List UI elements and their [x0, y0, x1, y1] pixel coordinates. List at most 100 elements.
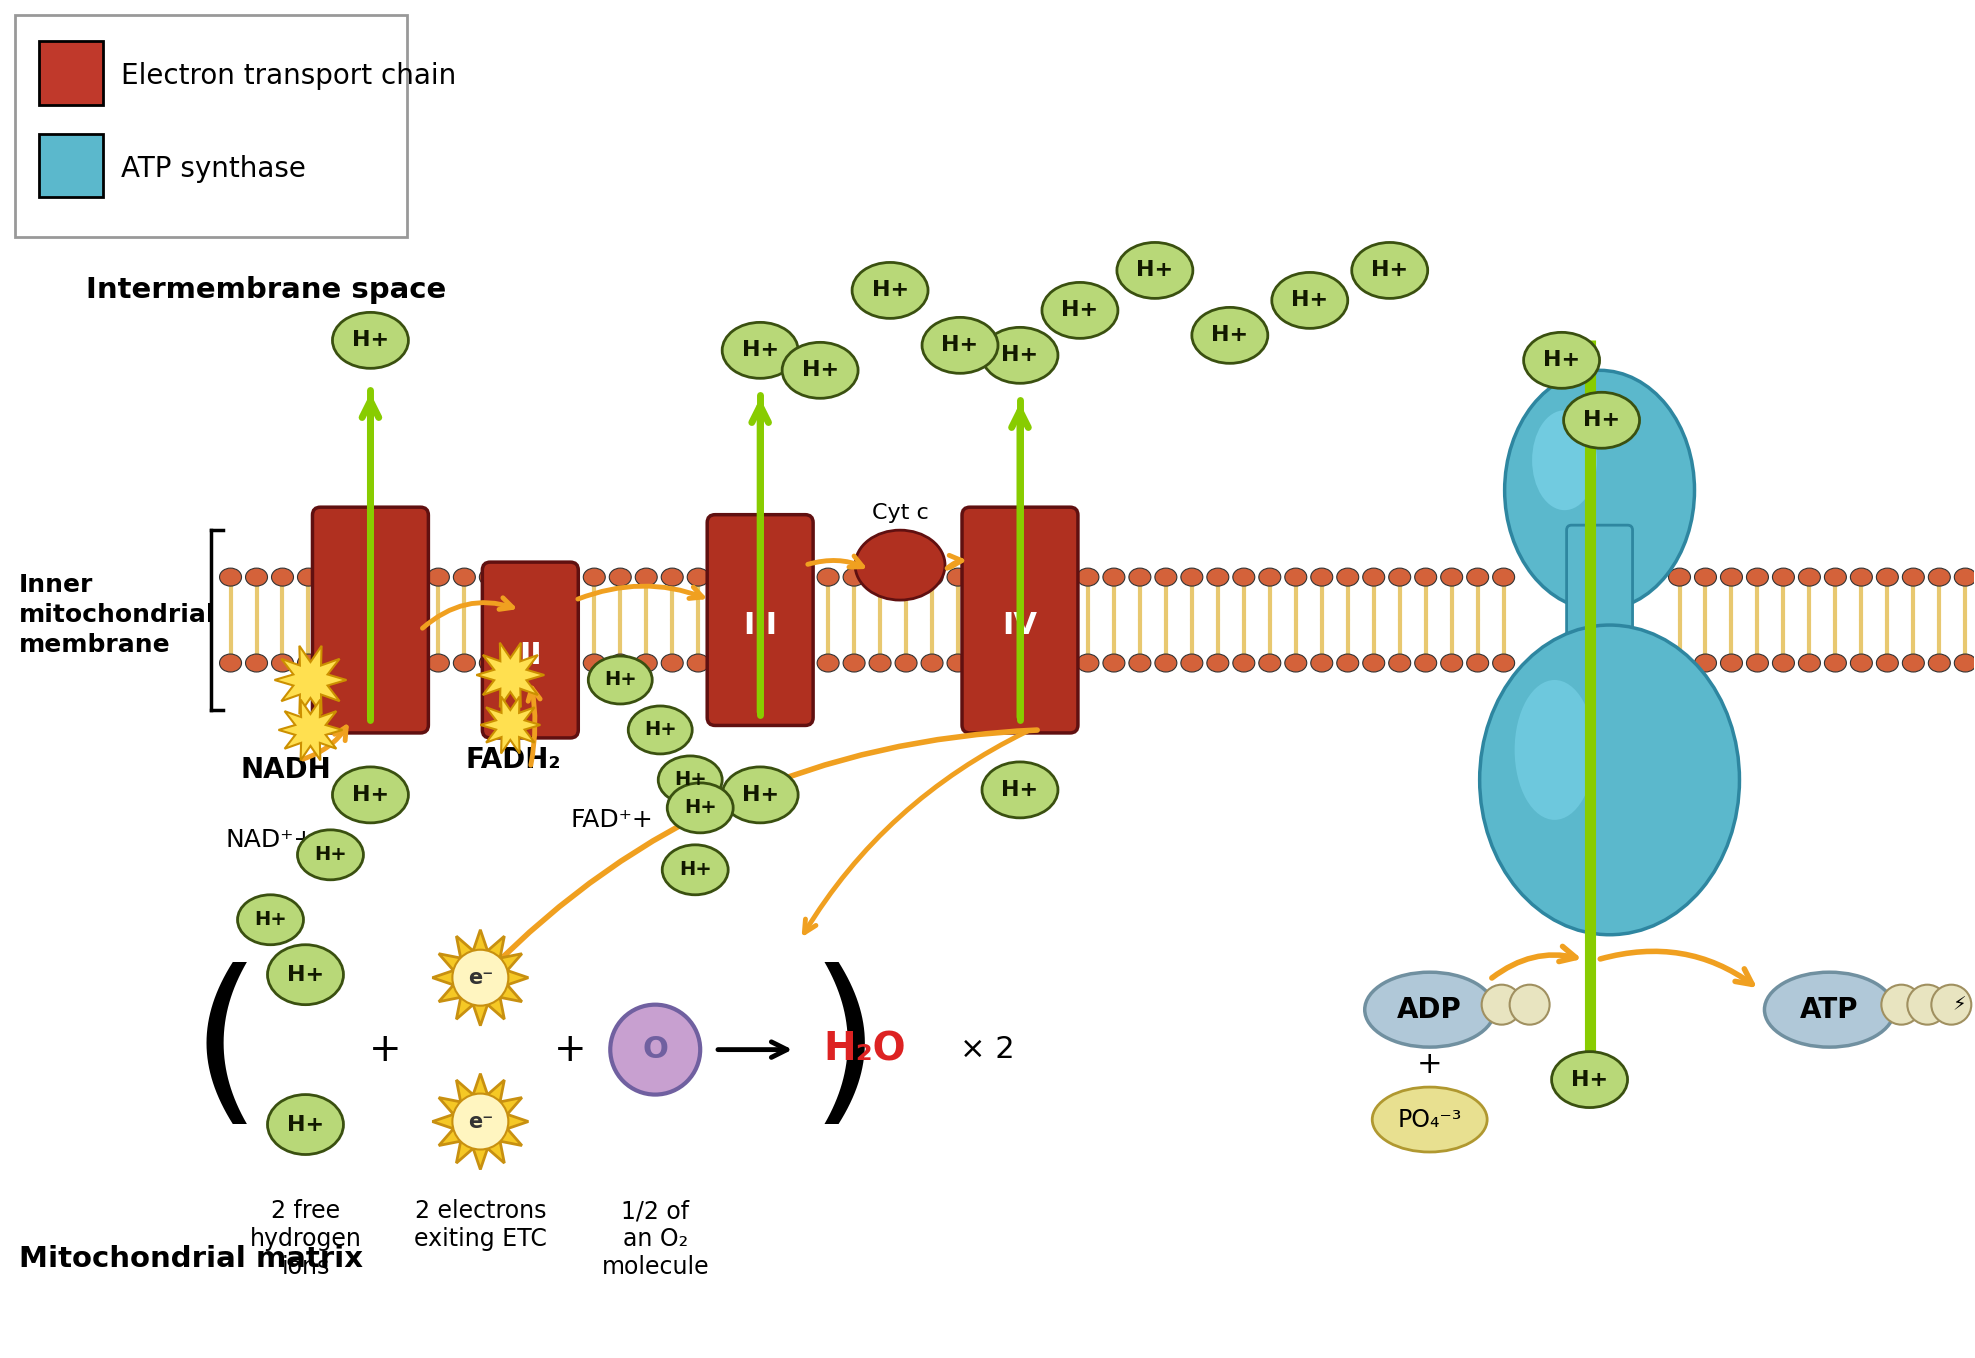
Ellipse shape [1051, 655, 1072, 672]
Ellipse shape [298, 830, 363, 880]
Ellipse shape [818, 655, 839, 672]
Ellipse shape [668, 784, 733, 832]
Ellipse shape [1351, 243, 1428, 299]
Ellipse shape [1902, 568, 1924, 587]
Ellipse shape [869, 655, 891, 672]
Ellipse shape [974, 568, 995, 587]
Ellipse shape [267, 945, 344, 1005]
Ellipse shape [1232, 655, 1254, 672]
Ellipse shape [1286, 568, 1307, 587]
Ellipse shape [1207, 568, 1228, 587]
Text: Intermembrane space: Intermembrane space [85, 277, 446, 304]
Text: H+: H+ [604, 671, 636, 690]
Text: H+: H+ [679, 861, 711, 879]
Text: e⁻: e⁻ [468, 968, 494, 987]
Circle shape [1882, 985, 1922, 1025]
Ellipse shape [628, 706, 691, 754]
Ellipse shape [1191, 307, 1268, 364]
Ellipse shape [583, 568, 604, 587]
FancyBboxPatch shape [40, 133, 103, 197]
Text: NAD⁺+: NAD⁺+ [225, 828, 314, 851]
Text: H+: H+ [286, 964, 324, 985]
Ellipse shape [1155, 568, 1177, 587]
Text: H+: H+ [673, 770, 707, 789]
Text: +: + [553, 1031, 587, 1069]
Text: H+: H+ [352, 785, 389, 805]
Text: H+: H+ [1292, 291, 1329, 311]
Ellipse shape [401, 655, 423, 672]
Ellipse shape [1928, 655, 1951, 672]
Ellipse shape [589, 656, 652, 703]
Ellipse shape [851, 262, 928, 318]
Ellipse shape [506, 568, 527, 587]
Ellipse shape [843, 568, 865, 587]
Ellipse shape [1363, 568, 1384, 587]
Ellipse shape [658, 756, 723, 804]
Text: H₂O: H₂O [824, 1031, 907, 1069]
Ellipse shape [1669, 655, 1691, 672]
Ellipse shape [999, 655, 1021, 672]
Ellipse shape [792, 655, 814, 672]
Text: H+: H+ [314, 845, 348, 864]
Ellipse shape [1467, 568, 1489, 587]
Ellipse shape [1076, 568, 1098, 587]
Ellipse shape [245, 568, 267, 587]
Text: III: III [743, 611, 778, 640]
Ellipse shape [452, 1093, 508, 1149]
Ellipse shape [1772, 568, 1795, 587]
Ellipse shape [219, 568, 241, 587]
Ellipse shape [662, 655, 683, 672]
FancyBboxPatch shape [707, 515, 814, 725]
Text: FADH₂: FADH₂ [466, 746, 561, 774]
Text: membrane: membrane [18, 633, 170, 657]
Text: e⁻: e⁻ [468, 1112, 494, 1131]
Ellipse shape [948, 568, 970, 587]
Ellipse shape [1337, 568, 1359, 587]
Ellipse shape [1825, 655, 1847, 672]
Text: H+: H+ [1584, 410, 1619, 430]
Text: H+: H+ [352, 330, 389, 350]
Ellipse shape [1493, 655, 1515, 672]
Text: H+: H+ [741, 341, 778, 360]
Circle shape [1908, 985, 1947, 1025]
Ellipse shape [687, 568, 709, 587]
Ellipse shape [452, 949, 508, 1006]
Ellipse shape [1414, 655, 1436, 672]
Text: NADH: NADH [241, 756, 332, 784]
Ellipse shape [427, 568, 450, 587]
Ellipse shape [1876, 568, 1898, 587]
Ellipse shape [1025, 655, 1047, 672]
Ellipse shape [1373, 1088, 1487, 1152]
Ellipse shape [480, 655, 502, 672]
Ellipse shape [531, 568, 553, 587]
Text: H+: H+ [1542, 350, 1580, 371]
Text: H+: H+ [1061, 300, 1098, 320]
Text: H+: H+ [1001, 345, 1039, 365]
Ellipse shape [271, 568, 294, 587]
Ellipse shape [1505, 371, 1695, 610]
Ellipse shape [332, 767, 409, 823]
FancyBboxPatch shape [962, 507, 1078, 733]
Circle shape [1509, 985, 1550, 1025]
Ellipse shape [1155, 655, 1177, 672]
Ellipse shape [636, 655, 658, 672]
Ellipse shape [506, 655, 527, 672]
Ellipse shape [895, 568, 916, 587]
Circle shape [1932, 985, 1971, 1025]
Ellipse shape [401, 568, 423, 587]
Ellipse shape [739, 655, 760, 672]
Ellipse shape [1533, 410, 1598, 511]
Ellipse shape [324, 568, 346, 587]
Ellipse shape [1493, 568, 1515, 587]
Ellipse shape [895, 655, 916, 672]
Ellipse shape [687, 655, 709, 672]
Ellipse shape [1695, 655, 1716, 672]
Ellipse shape [1720, 568, 1742, 587]
Ellipse shape [557, 568, 579, 587]
Ellipse shape [1955, 568, 1975, 587]
Ellipse shape [1311, 655, 1333, 672]
Ellipse shape [920, 568, 942, 587]
Ellipse shape [298, 655, 320, 672]
Ellipse shape [1181, 655, 1203, 672]
Polygon shape [433, 1074, 529, 1169]
